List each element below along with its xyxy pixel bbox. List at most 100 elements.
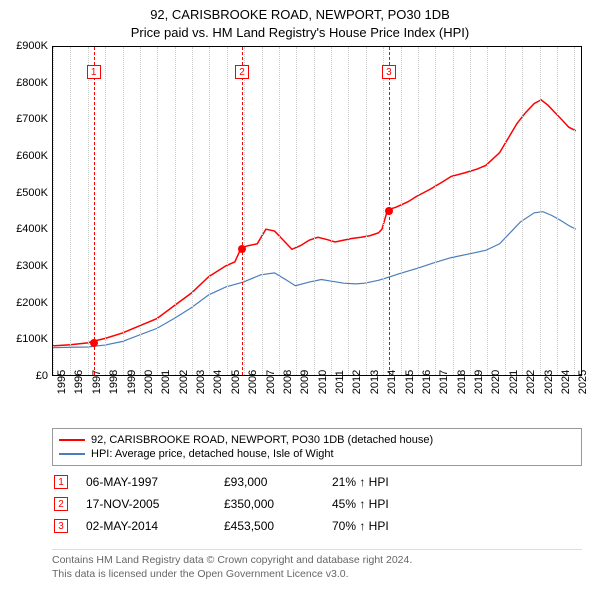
sale-price: £453,500 [224,519,314,533]
grid-line [522,47,523,375]
marker-box: 2 [235,65,249,79]
sale-date: 02-MAY-2014 [86,519,206,533]
sale-marker-1: 1 [54,475,68,489]
sale-point [238,245,246,253]
x-tick-label: 2021 [508,370,520,394]
y-tick-label: £900K [16,40,48,52]
legend-label-property: 92, CARISBROOKE ROAD, NEWPORT, PO30 1DB … [91,434,433,446]
x-tick-label: 1998 [108,370,120,394]
grid-line [470,47,471,375]
grid-line [244,47,245,375]
grid-line [435,47,436,375]
grid-line [123,47,124,375]
chart-area: 1 2 3 [52,46,582,376]
x-tick-label: 2019 [473,370,485,394]
title-address: 92, CARISBROOKE ROAD, NEWPORT, PO30 1DB [0,6,600,24]
x-tick-label: 1999 [126,370,138,394]
y-tick-label: £800K [16,77,48,89]
grid-line [296,47,297,375]
x-tick-label: 2013 [369,370,381,394]
grid-line [348,47,349,375]
grid-line [557,47,558,375]
x-tick-label: 1996 [73,370,85,394]
x-tick-label: 2004 [212,370,224,394]
footnote-line1: Contains HM Land Registry data © Crown c… [52,554,582,568]
marker-box: 3 [382,65,396,79]
y-tick-label: £400K [16,223,48,235]
footnote-line2: This data is licensed under the Open Gov… [52,568,582,582]
sale-pct: 45% ↑ HPI [332,497,442,511]
chart-lines [53,47,581,375]
title-block: 92, CARISBROOKE ROAD, NEWPORT, PO30 1DB … [0,0,600,41]
sales-row: 1 06-MAY-1997 £93,000 21% ↑ HPI [52,471,582,493]
x-tick-label: 1997 [91,370,103,394]
x-tick-label: 2010 [317,370,329,394]
grid-line [366,47,367,375]
sale-date: 06-MAY-1997 [86,475,206,489]
x-tick-label: 2012 [351,370,363,394]
sale-price: £350,000 [224,497,314,511]
sale-marker-2: 2 [54,497,68,511]
x-tick-label: 2006 [247,370,259,394]
legend-item-property: 92, CARISBROOKE ROAD, NEWPORT, PO30 1DB … [59,433,575,447]
x-tick-label: 1995 [56,370,68,394]
grid-line [209,47,210,375]
x-tick-label: 2007 [265,370,277,394]
x-tick-label: 2003 [195,370,207,394]
sales-row: 3 02-MAY-2014 £453,500 70% ↑ HPI [52,515,582,537]
sale-point [90,339,98,347]
x-tick-label: 2014 [386,370,398,394]
grid-line [192,47,193,375]
y-tick-label: £0 [36,370,48,382]
grid-line [453,47,454,375]
x-tick-label: 2005 [230,370,242,394]
y-tick-label: £200K [16,297,48,309]
grid-line [279,47,280,375]
sale-pct: 21% ↑ HPI [332,475,442,489]
marker-box: 1 [87,65,101,79]
x-tick-label: 2001 [160,370,172,394]
x-tick-label: 2022 [525,370,537,394]
grid-line [88,47,89,375]
x-tick-label: 2017 [438,370,450,394]
grid-line [505,47,506,375]
y-tick-label: £500K [16,187,48,199]
grid-line [574,47,575,375]
x-tick-label: 2023 [543,370,555,394]
sale-date: 17-NOV-2005 [86,497,206,511]
legend-item-hpi: HPI: Average price, detached house, Isle… [59,447,575,461]
grid-line [157,47,158,375]
x-tick-label: 2015 [404,370,416,394]
grid-line [331,47,332,375]
grid-line [227,47,228,375]
x-tick-label: 2009 [299,370,311,394]
legend-swatch-hpi [59,453,85,455]
y-tick-label: £600K [16,150,48,162]
sale-marker-3: 3 [54,519,68,533]
grid-line [53,47,54,375]
x-tick-label: 2025 [577,370,589,394]
y-tick-label: £700K [16,113,48,125]
grid-line [487,47,488,375]
y-tick-label: £300K [16,260,48,272]
x-tick-label: 2020 [490,370,502,394]
x-tick-label: 2002 [178,370,190,394]
x-tick-label: 2018 [456,370,468,394]
grid-line [70,47,71,375]
y-tick-label: £100K [16,333,48,345]
legend-swatch-property [59,439,85,441]
chart-container: 92, CARISBROOKE ROAD, NEWPORT, PO30 1DB … [0,0,600,590]
marker-line [242,47,243,375]
sales-table: 1 06-MAY-1997 £93,000 21% ↑ HPI 2 17-NOV… [52,471,582,537]
sale-pct: 70% ↑ HPI [332,519,442,533]
x-tick-label: 2008 [282,370,294,394]
grid-line [418,47,419,375]
grid-line [401,47,402,375]
sale-price: £93,000 [224,475,314,489]
x-tick-label: 2016 [421,370,433,394]
grid-line [540,47,541,375]
grid-line [175,47,176,375]
x-tick-label: 2000 [143,370,155,394]
title-subtitle: Price paid vs. HM Land Registry's House … [0,24,600,42]
marker-line [94,47,95,375]
